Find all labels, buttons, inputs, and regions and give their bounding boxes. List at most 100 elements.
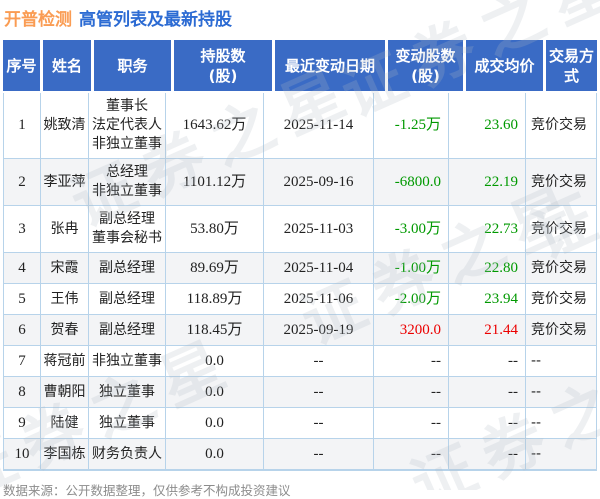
cell-no: 7 [3,346,40,376]
table-row: 2 李亚萍 总经理 非独立董事 1101.12万 2025-09-16 -6800.0 22.… [3,159,597,206]
cell-no: 6 [3,315,40,345]
cell-date: 2025-11-03 [263,206,373,252]
cell-date: -- [263,377,373,407]
cell-no: 1 [3,93,40,158]
cell-date: -- [263,346,373,376]
cell-name: 宋霞 [40,253,88,283]
holdings-table: 序号 姓名 职务 持股数 (股) 最近变动日期 变动股数 (股) 成交均价 交易方式 1 姚致清 董事… [3,40,597,471]
cell-name: 姚致清 [40,93,88,158]
column-header-shares: 持股数 (股) [174,40,272,91]
cell-shares: 118.45万 [165,315,263,345]
cell-change: -1.25万 [373,93,448,158]
cell-name: 张冉 [40,206,88,252]
cell-price: 23.94 [448,284,525,314]
cell-shares: 53.80万 [165,206,263,252]
cell-date: -- [263,408,373,438]
cell-method: 竞价交易 [525,284,596,314]
cell-position: 财务负责人 [88,439,165,469]
cell-position: 副总经理 董事会秘书 [88,206,165,252]
cell-name: 曹朝阳 [40,377,88,407]
cell-position: 董事长 法定代表人 非独立董事 [88,93,165,158]
page-title: 开普检测 高管列表及最新持股 [0,0,600,31]
table-row: 1 姚致清 董事长 法定代表人 非独立董事 1643.62万 2025-11-14 -1.25… [3,93,597,159]
cell-price: 22.19 [448,159,525,205]
cell-position: 副总经理 [88,284,165,314]
cell-price: 22.80 [448,253,525,283]
cell-no: 10 [3,439,40,469]
cell-method: 竞价交易 [525,253,596,283]
cell-change: -2.00万 [373,284,448,314]
cell-no: 8 [3,377,40,407]
column-header-change: 变动股数 (股) [388,40,463,91]
column-header-position: 职务 [94,40,171,91]
cell-position: 独立董事 [88,377,165,407]
cell-shares: 0.0 [165,346,263,376]
column-header-date: 最近变动日期 [275,40,385,91]
cell-change: -- [373,377,448,407]
cell-method: -- [525,377,596,407]
cell-price: 21.44 [448,315,525,345]
cell-date: 2025-11-06 [263,284,373,314]
cell-price: 23.60 [448,93,525,158]
cell-name: 王伟 [40,284,88,314]
table-row: 9 陆健 独立董事 0.0 -- -- -- -- [3,408,597,439]
table-row: 10 李国栋 财务负责人 0.0 -- -- -- -- [3,439,597,469]
cell-price: -- [448,377,525,407]
cell-no: 5 [3,284,40,314]
cell-change: -6800.0 [373,159,448,205]
cell-shares: 118.89万 [165,284,263,314]
cell-shares: 0.0 [165,439,263,469]
report-subtitle: 高管列表及最新持股 [79,10,232,30]
cell-method: 竞价交易 [525,315,596,345]
cell-name: 李亚萍 [40,159,88,205]
cell-shares: 0.0 [165,408,263,438]
cell-date: 2025-11-14 [263,93,373,158]
cell-position: 非独立董事 [88,346,165,376]
cell-price: -- [448,439,525,469]
cell-price: -- [448,408,525,438]
cell-price: -- [448,346,525,376]
cell-shares: 1101.12万 [165,159,263,205]
cell-change: -- [373,346,448,376]
cell-shares: 0.0 [165,377,263,407]
table-row: 5 王伟 副总经理 118.89万 2025-11-06 -2.00万 23.94 竞价交易 [3,284,597,315]
cell-position: 总经理 非独立董事 [88,159,165,205]
cell-date: 2025-09-19 [263,315,373,345]
table-row: 8 曹朝阳 独立董事 0.0 -- -- -- -- [3,377,597,408]
cell-change: -1.00万 [373,253,448,283]
cell-name: 蒋冠前 [40,346,88,376]
table-row: 4 宋霞 副总经理 89.69万 2025-11-04 -1.00万 22.80 竞价交易 [3,253,597,284]
table-row: 6 贺春 副总经理 118.45万 2025-09-19 3200.0 21.44 竞价交易 [3,315,597,346]
cell-date: -- [263,439,373,469]
table-row: 3 张冉 副总经理 董事会秘书 53.80万 2025-11-03 -3.00万 22.73 竞… [3,206,597,253]
cell-shares: 1643.62万 [165,93,263,158]
cell-no: 9 [3,408,40,438]
cell-shares: 89.69万 [165,253,263,283]
cell-no: 3 [3,206,40,252]
cell-change: -- [373,408,448,438]
cell-method: 竞价交易 [525,93,596,158]
column-header-name: 姓名 [43,40,91,91]
cell-no: 4 [3,253,40,283]
cell-date: 2025-11-04 [263,253,373,283]
cell-change: -- [373,439,448,469]
cell-change: 3200.0 [373,315,448,345]
cell-method: 竞价交易 [525,206,596,252]
cell-method: -- [525,346,596,376]
cell-position: 独立董事 [88,408,165,438]
table-row: 7 蒋冠前 非独立董事 0.0 -- -- -- -- [3,346,597,377]
cell-method: -- [525,439,596,469]
table-header: 序号 姓名 职务 持股数 (股) 最近变动日期 变动股数 (股) 成交均价 交易方式 [3,40,597,91]
column-header-no: 序号 [3,40,40,91]
column-header-price: 成交均价 [466,40,543,91]
cell-name: 陆健 [40,408,88,438]
cell-name: 李国栋 [40,439,88,469]
table-body: 1 姚致清 董事长 法定代表人 非独立董事 1643.62万 2025-11-14 -1.25… [3,93,597,471]
cell-name: 贺春 [40,315,88,345]
cell-date: 2025-09-16 [263,159,373,205]
cell-no: 2 [3,159,40,205]
cell-position: 副总经理 [88,315,165,345]
cell-position: 副总经理 [88,253,165,283]
column-header-method: 交易方式 [546,40,597,91]
